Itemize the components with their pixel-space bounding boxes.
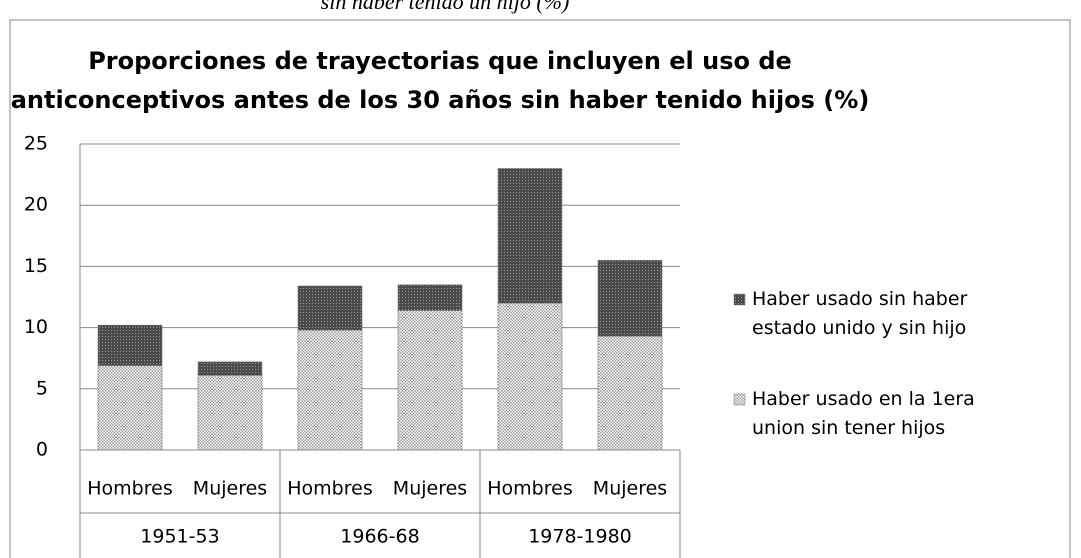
x-tick-label: Hombres: [87, 478, 172, 500]
bar-segment: [97, 324, 163, 366]
bar-segment: [97, 365, 163, 451]
bar-segment: [297, 329, 363, 451]
chart-border: [9, 19, 1071, 558]
bar-segment: [397, 284, 463, 311]
chart-title: anticonceptivos antes de los 30 años sin…: [11, 86, 870, 114]
bar-segment: [597, 335, 663, 451]
legend-swatch: [733, 393, 746, 406]
bar-segment: [497, 302, 563, 451]
x-tick-label: Mujeres: [593, 478, 667, 500]
y-tick-label: 15: [24, 255, 48, 277]
y-tick-label: 5: [36, 377, 48, 399]
y-tick-label: 20: [24, 194, 48, 216]
legend-label: Haber usado sin haber estado unido y sin…: [752, 288, 968, 339]
group-label: 1966-68: [340, 526, 419, 548]
bar-segment: [297, 285, 363, 331]
group-label: 1951-53: [140, 526, 219, 548]
legend-swatch: [733, 293, 746, 306]
x-tick-label: Mujeres: [393, 478, 467, 500]
caption: sin haber tenido un hijo (%): [321, 0, 570, 14]
bar-segment: [497, 168, 563, 304]
y-tick-label: 0: [36, 439, 48, 461]
y-tick-label: 25: [24, 133, 48, 155]
group-label: 1978-1980: [528, 526, 632, 548]
x-tick-label: Mujeres: [193, 478, 267, 500]
y-tick-label: 10: [24, 316, 48, 338]
bar-segment: [397, 310, 463, 451]
chart-title: Proporciones de trayectorias que incluye…: [88, 47, 792, 75]
x-tick-label: Hombres: [287, 478, 372, 500]
bar-segment: [597, 259, 663, 337]
bar-segment: [197, 375, 263, 451]
bar-segment: [197, 361, 263, 376]
x-tick-label: Hombres: [487, 478, 572, 500]
legend-label: Haber usado en la 1era union sin tener h…: [752, 388, 975, 439]
